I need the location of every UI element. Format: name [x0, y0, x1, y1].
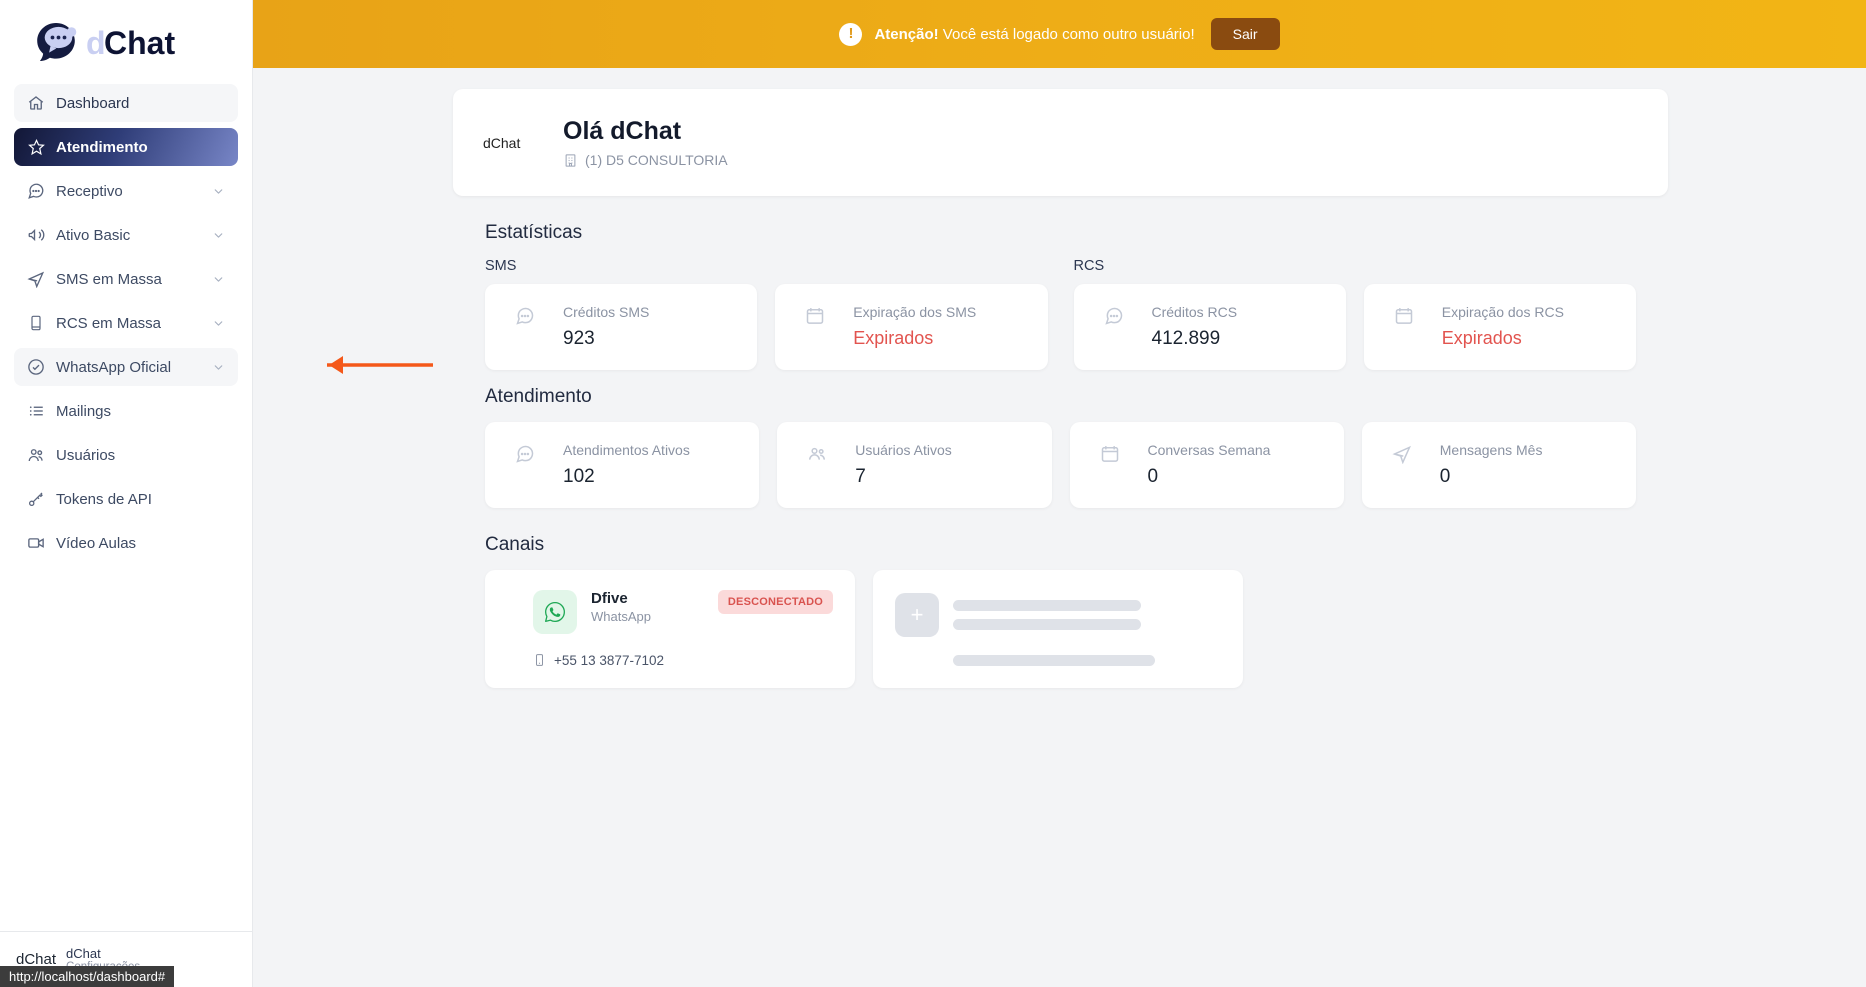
svg-text:d: d	[86, 25, 106, 61]
svg-text:Chat: Chat	[104, 25, 175, 61]
